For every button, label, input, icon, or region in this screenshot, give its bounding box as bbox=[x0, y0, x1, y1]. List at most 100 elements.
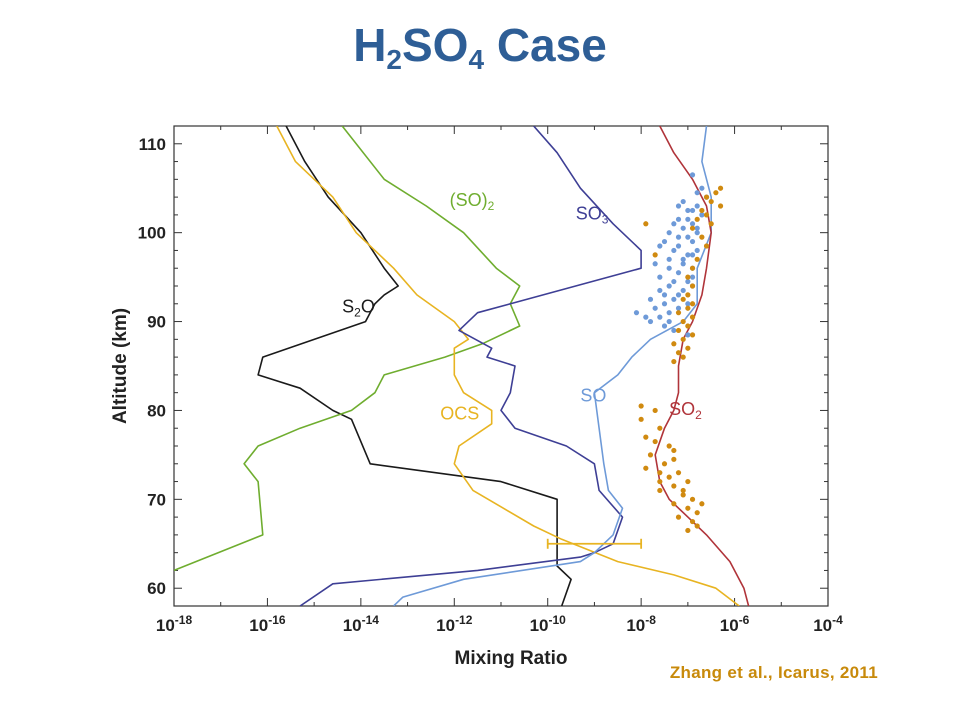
so-observation-point bbox=[647, 296, 654, 302]
so2-observation-point bbox=[661, 461, 668, 467]
so2-observation-point bbox=[689, 301, 696, 307]
so-observation-point bbox=[657, 287, 663, 294]
so2-observation-point bbox=[694, 216, 700, 222]
series-line-ocs bbox=[276, 126, 740, 606]
so2-observation-point bbox=[708, 221, 714, 227]
so-observation-point bbox=[689, 252, 696, 258]
x-tick-label: 10-14 bbox=[343, 613, 380, 635]
so-observation-point bbox=[694, 203, 700, 209]
observations-layer bbox=[633, 172, 724, 534]
y-tick-label: 90 bbox=[147, 313, 166, 332]
so-observation-point bbox=[666, 310, 672, 316]
so-observation-point bbox=[675, 243, 682, 249]
so-observation-point bbox=[657, 274, 663, 280]
so2-observation-point bbox=[666, 474, 672, 480]
so2-observation-point bbox=[685, 274, 691, 280]
so2-observation-point bbox=[647, 452, 654, 458]
so2-observation-point bbox=[680, 296, 686, 302]
so2-observation-point bbox=[657, 478, 663, 485]
so-observation-point bbox=[685, 216, 691, 222]
ocs-error-bar bbox=[546, 538, 643, 549]
so2-observation-point bbox=[685, 292, 691, 298]
so2-observation-point bbox=[703, 243, 710, 249]
so2-observation-point bbox=[685, 505, 691, 511]
so2-observation-point bbox=[699, 501, 705, 507]
so-observation-point bbox=[643, 314, 649, 320]
so2-observation-point bbox=[671, 447, 677, 454]
so2-observation-point bbox=[675, 327, 682, 334]
so-observation-point bbox=[652, 305, 658, 311]
so-observation-point bbox=[666, 230, 672, 236]
so2-observation-point bbox=[694, 256, 700, 262]
so-observation-point bbox=[685, 207, 691, 214]
so2-observation-point bbox=[652, 407, 658, 414]
x-tick-label: 10-4 bbox=[813, 613, 843, 635]
so2-observation-point bbox=[689, 283, 696, 289]
so-observation-point bbox=[694, 225, 700, 231]
so2-observation-point bbox=[680, 487, 686, 494]
so-observation-point bbox=[657, 314, 663, 320]
so2-observation-point bbox=[643, 465, 649, 471]
series-line-so2 bbox=[174, 126, 521, 572]
so-observation-point bbox=[685, 234, 691, 240]
so-observation-point bbox=[689, 274, 696, 280]
so2-observation-point bbox=[713, 190, 719, 196]
so2-observation-point bbox=[671, 456, 677, 462]
so-observation-point bbox=[689, 238, 696, 245]
so-observation-point bbox=[675, 234, 682, 240]
so2-observation-point bbox=[671, 501, 677, 507]
y-tick-label: 60 bbox=[147, 579, 166, 598]
x-tick-label: 10-10 bbox=[530, 613, 567, 635]
so2-observation-point bbox=[685, 527, 691, 534]
so-observation-point bbox=[699, 212, 705, 218]
axis-ticks: 10-18 10-16 10-14 10-12 10-10 10-8 10-6 10-4 60 7… bbox=[138, 125, 843, 635]
so2-observation-point bbox=[675, 350, 682, 356]
so-observation-point bbox=[694, 247, 700, 254]
series-line-s2o bbox=[257, 126, 572, 606]
so-observation-point bbox=[680, 256, 686, 262]
series-label: (SO)2 bbox=[450, 190, 495, 213]
so-observation-point bbox=[666, 256, 672, 262]
so2-observation-point bbox=[689, 265, 696, 271]
x-tick-label: 10-12 bbox=[436, 613, 473, 635]
y-tick-label: 80 bbox=[147, 401, 166, 420]
so2-observation-point bbox=[638, 416, 644, 422]
so-observation-point bbox=[680, 198, 686, 205]
so2-observation-point bbox=[689, 496, 696, 502]
x-tick-label: 10-6 bbox=[720, 613, 750, 635]
series-label: OCS bbox=[440, 403, 479, 423]
so2-observation-point bbox=[675, 310, 682, 316]
so-observation-point bbox=[671, 296, 677, 302]
so-observation-point bbox=[671, 278, 677, 285]
so-observation-point bbox=[661, 323, 668, 329]
so2-observation-point bbox=[638, 403, 644, 409]
so2-observation-point bbox=[685, 323, 691, 329]
so-observation-point bbox=[675, 203, 682, 209]
so-observation-point bbox=[685, 301, 691, 307]
series-label: S2O bbox=[342, 297, 375, 320]
so-observation-point bbox=[661, 292, 668, 298]
so-observation-point bbox=[647, 318, 654, 325]
so2-observation-point bbox=[699, 207, 705, 214]
so2-observation-point bbox=[652, 438, 658, 445]
so2-observation-point bbox=[680, 492, 686, 498]
so2-observation-point bbox=[675, 514, 682, 520]
so-observation-point bbox=[675, 292, 682, 298]
so-observation-point bbox=[689, 172, 696, 178]
so2-observation-point bbox=[717, 185, 724, 191]
so-observation-point bbox=[652, 261, 658, 267]
citation: Zhang et al., Icarus, 2011 bbox=[669, 663, 878, 682]
series-label: SO2 bbox=[669, 399, 702, 422]
x-tick-label: 10-18 bbox=[156, 613, 193, 635]
so2-observation-point bbox=[675, 470, 682, 476]
so-observation-point bbox=[685, 278, 691, 285]
so2-observation-point bbox=[689, 332, 696, 338]
x-tick-label: 10-16 bbox=[249, 613, 286, 635]
so2-observation-point bbox=[694, 510, 700, 516]
so-observation-point bbox=[675, 305, 682, 311]
so2-observation-point bbox=[680, 336, 686, 342]
so2-observation-point bbox=[703, 212, 710, 218]
so-observation-point bbox=[671, 221, 677, 227]
so-observation-point bbox=[680, 225, 686, 231]
so-observation-point bbox=[699, 185, 705, 191]
